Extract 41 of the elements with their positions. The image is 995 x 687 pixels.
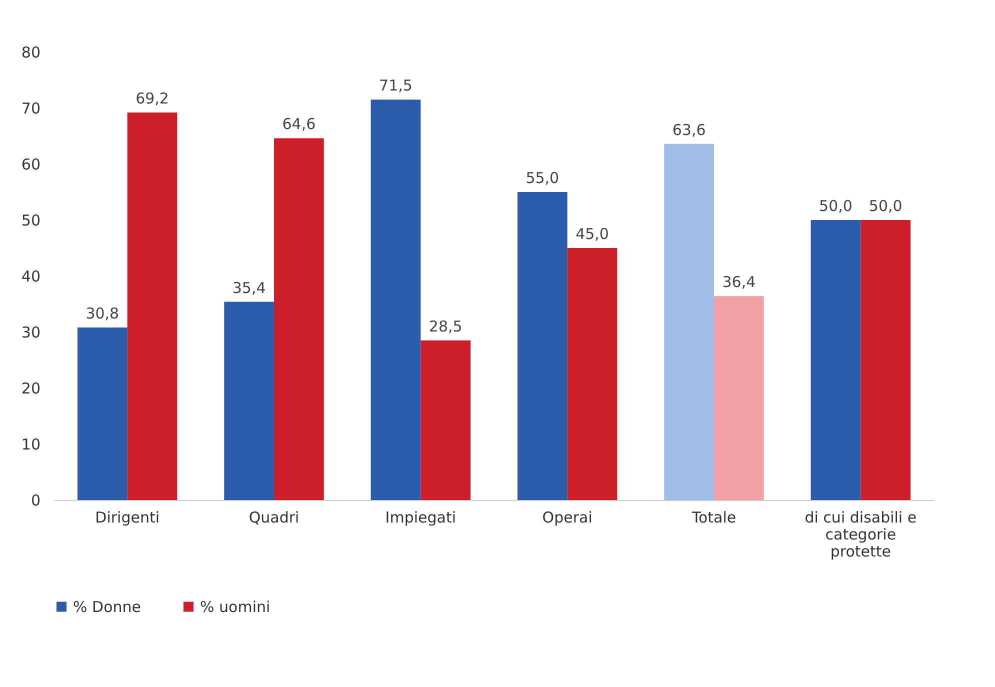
x-tick-label: Totale: [690, 508, 736, 526]
y-tick-label: 80: [21, 44, 40, 62]
data-label: 50,0: [868, 197, 902, 215]
bar: [714, 296, 764, 500]
bar: [420, 340, 471, 500]
bar: [370, 100, 421, 500]
y-tick-label: 60: [21, 156, 40, 174]
data-label: 36,4: [722, 273, 756, 292]
data-label: 30,8: [86, 304, 120, 323]
y-tick-label: 30: [21, 324, 40, 342]
legend-label: % Donne: [73, 598, 141, 616]
bar: [517, 192, 568, 500]
data-label: 50,0: [819, 197, 852, 215]
x-tick-label: Quadri: [248, 508, 300, 526]
data-label: 69,2: [136, 89, 169, 108]
x-tick-label: di cui disabili e categorie protette: [804, 508, 917, 560]
bar: [567, 248, 618, 500]
bar: [127, 112, 178, 500]
bar: [274, 138, 324, 500]
data-label: 28,5: [428, 317, 462, 336]
bar: [664, 144, 714, 500]
legend-label: % uomini: [200, 598, 270, 616]
bar: [77, 328, 128, 500]
x-tick-label: Impiegati: [385, 508, 456, 526]
data-label: 45,0: [576, 225, 609, 243]
x-tick-label: Operai: [542, 508, 592, 526]
y-tick-label: 50: [21, 212, 40, 230]
x-tick-label: Dirigenti: [95, 508, 160, 526]
bar: [860, 220, 911, 500]
y-tick-label: 70: [21, 100, 40, 118]
y-tick-label: 0: [30, 492, 40, 510]
y-tick-label: 20: [21, 380, 40, 398]
data-label: 35,4: [232, 278, 266, 297]
y-tick-label: 40: [21, 268, 40, 286]
data-label: 55,0: [526, 169, 560, 187]
bar: [224, 302, 274, 500]
bar: [810, 220, 861, 500]
data-label: 64,6: [282, 115, 316, 134]
data-label: 71,5: [379, 76, 412, 95]
y-tick-label: 10: [21, 436, 40, 454]
data-label: 63,6: [672, 120, 706, 139]
